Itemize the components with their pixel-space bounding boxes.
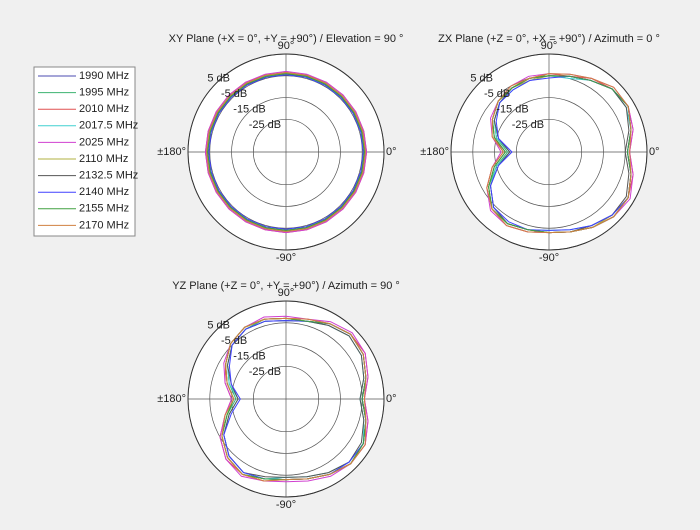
angle-tick-label: ±180° [157, 146, 186, 158]
radial-tick-label: 5 dB [207, 320, 230, 332]
legend-label: 2025 MHz [79, 136, 129, 148]
legend-label: 2110 MHz [79, 153, 128, 165]
angle-tick-label: ±180° [157, 393, 186, 405]
angle-tick-label: 90° [541, 40, 558, 52]
pattern-line [219, 315, 369, 483]
legend-label: 2170 MHz [79, 219, 129, 231]
legend-label: 1990 MHz [79, 70, 129, 82]
radial-tick-label: -5 dB [221, 335, 247, 347]
legend-label: 2140 MHz [79, 186, 129, 198]
radial-tick-label: -25 dB [249, 366, 281, 378]
radial-tick-label: -25 dB [249, 119, 281, 131]
radial-tick-label: -5 dB [484, 88, 510, 100]
radial-tick-label: -5 dB [221, 88, 247, 100]
radial-tick-label: -15 dB [233, 103, 265, 115]
plot-border [450, 53, 648, 251]
angle-tick-label: -90° [276, 499, 296, 511]
pattern-line [223, 320, 365, 478]
angle-tick-label: 0° [386, 393, 397, 405]
chart-title: XY Plane (+X = 0°, +Y = +90°) / Elevatio… [169, 33, 404, 45]
legend-label: 2010 MHz [79, 103, 129, 115]
angle-tick-label: 0° [386, 146, 397, 158]
plot-border [187, 53, 385, 251]
pattern-line [208, 74, 364, 230]
pattern-line [221, 317, 367, 482]
legend-label: 2155 MHz [79, 203, 129, 215]
chart-title: ZX Plane (+Z = 0°, +X = +90°) / Azimuth … [438, 33, 660, 45]
angle-tick-label: ±180° [420, 146, 449, 158]
radial-tick-label: -15 dB [233, 350, 265, 362]
radial-tick-label: 5 dB [207, 73, 230, 85]
chart-title: YZ Plane (+Z = 0°, +Y = +90°) / Azimuth … [172, 280, 400, 292]
pattern-line [204, 70, 368, 234]
legend-box [33, 66, 136, 237]
pattern-line [207, 73, 365, 231]
radial-tick-label: -15 dB [496, 103, 528, 115]
angle-tick-label: -90° [276, 252, 296, 264]
pattern-line [486, 73, 632, 234]
angle-tick-label: 90° [278, 40, 295, 52]
plot-border [187, 300, 385, 498]
radial-tick-label: -25 dB [512, 119, 544, 131]
legend-label: 2132.5 MHz [79, 170, 138, 182]
angle-tick-label: 90° [278, 287, 295, 299]
angle-tick-label: 0° [649, 146, 660, 158]
pattern-line [205, 71, 367, 233]
legend-label: 1995 MHz [79, 87, 129, 99]
angle-tick-label: -90° [539, 252, 559, 264]
legend-label: 2017.5 MHz [79, 120, 138, 132]
radial-tick-label: 5 dB [470, 73, 493, 85]
